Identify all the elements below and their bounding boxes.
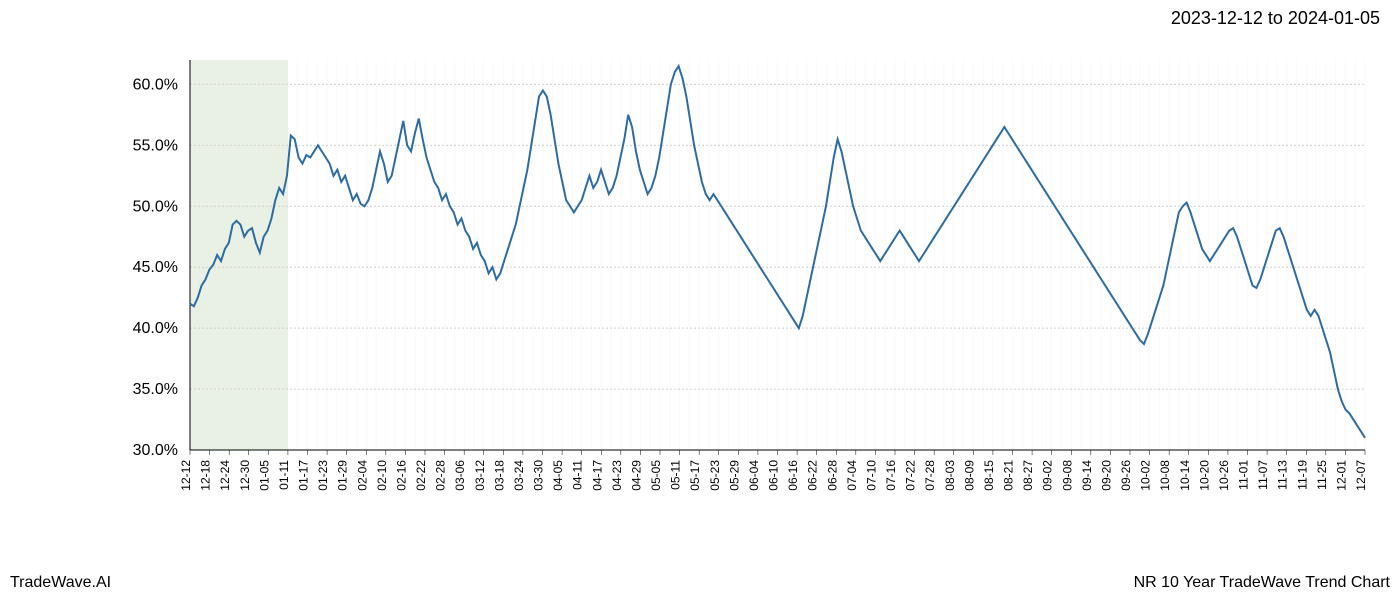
x-tick-label: 01-29 <box>336 460 350 491</box>
x-tick-label: 04-23 <box>610 460 624 491</box>
x-tick-label: 05-17 <box>688 460 702 491</box>
x-tick-label: 01-11 <box>277 460 291 490</box>
x-tick-label: 12-18 <box>199 460 213 491</box>
x-tick-label: 12-24 <box>218 460 232 491</box>
x-tick-label: 03-30 <box>532 460 546 491</box>
x-tick-label: 02-16 <box>394 460 408 491</box>
x-tick-label: 08-27 <box>1021 460 1035 491</box>
x-tick-label: 03-12 <box>473 460 487 491</box>
x-tick-label: 05-05 <box>649 460 663 491</box>
x-tick-label: 07-28 <box>923 460 937 491</box>
x-tick-label: 02-28 <box>434 460 448 491</box>
x-tick-label: 01-17 <box>297 460 311 491</box>
x-tick-label: 04-11 <box>571 460 585 490</box>
x-tick-label: 11-01 <box>1237 460 1251 490</box>
x-tick-label: 04-29 <box>629 460 643 491</box>
x-tick-label: 08-09 <box>962 460 976 491</box>
x-tick-label: 03-18 <box>492 460 506 491</box>
x-tick-label: 02-10 <box>375 460 389 491</box>
y-tick-label: 30.0% <box>133 442 178 459</box>
date-range-label: 2023-12-12 to 2024-01-05 <box>1171 8 1380 29</box>
x-tick-label: 07-22 <box>904 460 918 491</box>
x-tick-label: 01-23 <box>316 460 330 491</box>
x-tick-label: 11-25 <box>1315 460 1329 490</box>
x-tick-label: 01-05 <box>257 460 271 491</box>
x-tick-label: 07-04 <box>845 460 859 491</box>
x-tick-label: 08-21 <box>1002 460 1016 491</box>
x-tick-label: 11-13 <box>1276 460 1290 490</box>
x-tick-label: 10-26 <box>1217 460 1231 491</box>
x-tick-label: 05-23 <box>708 460 722 491</box>
x-tick-label: 02-04 <box>355 460 369 491</box>
x-tick-label: 06-28 <box>825 460 839 491</box>
x-tick-label: 10-08 <box>1158 460 1172 491</box>
x-tick-label: 11-07 <box>1256 460 1270 490</box>
x-tick-label: 07-10 <box>864 460 878 491</box>
x-tick-label: 12-07 <box>1354 460 1368 491</box>
y-tick-label: 50.0% <box>133 198 178 215</box>
y-tick-label: 60.0% <box>133 76 178 93</box>
x-tick-label: 07-16 <box>884 460 898 491</box>
x-tick-label: 02-22 <box>414 460 428 491</box>
x-tick-label: 12-30 <box>238 460 252 491</box>
x-tick-label: 08-15 <box>982 460 996 491</box>
x-tick-label: 04-17 <box>590 460 604 491</box>
x-tick-label: 05-11 <box>669 460 683 490</box>
y-tick-label: 40.0% <box>133 320 178 337</box>
y-tick-label: 55.0% <box>133 137 178 154</box>
brand-label: TradeWave.AI <box>10 574 111 592</box>
x-tick-label: 06-10 <box>767 460 781 491</box>
x-tick-label: 06-16 <box>786 460 800 491</box>
x-tick-label: 04-05 <box>551 460 565 491</box>
x-tick-label: 10-14 <box>1178 460 1192 491</box>
x-tick-label: 09-20 <box>1099 460 1113 491</box>
y-tick-label: 35.0% <box>133 381 178 398</box>
x-tick-label: 06-04 <box>747 460 761 491</box>
x-tick-label: 12-01 <box>1334 460 1348 491</box>
x-tick-label: 10-02 <box>1139 460 1153 491</box>
chart-container: 30.0% 35.0% 40.0% 45.0% 50.0% 55.0% 60.0% 12-12… <box>0 50 1400 540</box>
x-tick-label: 03-24 <box>512 460 526 491</box>
x-tick-label: 06-22 <box>806 460 820 491</box>
x-tick-label: 10-20 <box>1197 460 1211 491</box>
trend-chart: 30.0% 35.0% 40.0% 45.0% 50.0% 55.0% 60.0% 12-12… <box>0 50 1400 540</box>
x-tick-label: 09-02 <box>1041 460 1055 491</box>
x-tick-label: 05-29 <box>727 460 741 491</box>
x-tick-label: 08-03 <box>943 460 957 491</box>
x-tick-label: 09-26 <box>1119 460 1133 491</box>
x-tick-label: 11-19 <box>1295 460 1309 490</box>
x-tick-label: 12-12 <box>179 460 193 491</box>
x-tick-label: 03-06 <box>453 460 467 491</box>
chart-title: NR 10 Year TradeWave Trend Chart <box>1134 574 1390 592</box>
y-tick-label: 45.0% <box>133 259 178 276</box>
x-tick-label: 09-08 <box>1060 460 1074 491</box>
x-tick-label: 09-14 <box>1080 460 1094 491</box>
